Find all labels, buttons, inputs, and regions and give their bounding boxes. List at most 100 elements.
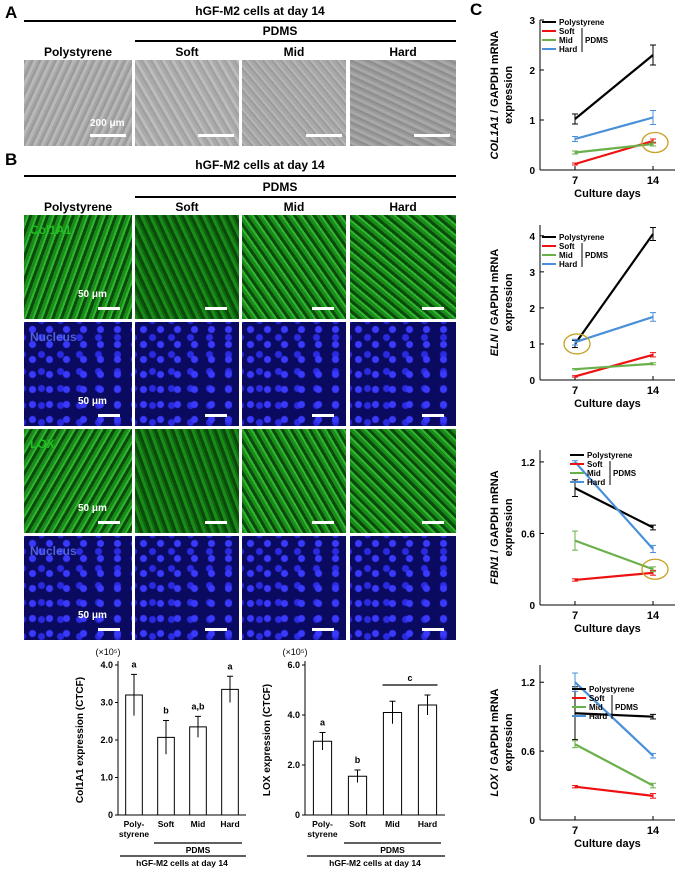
line-x-axis-title: Culture days: [574, 188, 641, 200]
line-y-axis-title: COL1A1 / GAPDH mRNA: [489, 30, 501, 159]
fbn1-mrna-line-chart: 0 0.6 1.2 7 14 Culture days FBN1 / GAPDH mRNA e…: [489, 450, 675, 635]
fluor-image-nucleus-3-3: [350, 536, 456, 640]
bar-0: [312, 740, 333, 816]
line-y-tick-label: 4: [529, 232, 535, 243]
highlight-ring: [641, 131, 669, 154]
line-x-tick-label: 14: [647, 175, 660, 187]
bar-category-label-0: Poly-: [312, 819, 333, 829]
series-line-mid: [574, 539, 654, 571]
fluor-image-col1a1-0-2: [242, 215, 346, 319]
fluor-image-nucleus-3-0: [24, 536, 132, 640]
lox-mrna-line-chart: 0 0.6 1.2 7 14 Culture days LOX / GAPDH mRNA ex…: [489, 665, 675, 850]
bar-category-label-1: Soft: [158, 819, 175, 829]
panel-b-scale-bar: [98, 414, 120, 417]
bar-y-tick-label: 2.0: [100, 735, 113, 745]
fluor-image-nucleus-3-2: [242, 536, 346, 640]
legend-pdms-label: PDMS: [613, 469, 637, 478]
legend-label-soft: Soft: [559, 242, 575, 251]
bar-y-tick-label: 4.0: [100, 660, 113, 670]
line-y-axis-title-2: expression: [503, 498, 515, 556]
line-x-tick-label: 14: [647, 610, 660, 622]
bar-3: [417, 704, 438, 816]
legend-pdms-label: PDMS: [585, 251, 609, 260]
line-x-axis-title: Culture days: [574, 398, 641, 410]
bar-y-tick-label: 6.0: [287, 660, 300, 670]
panel-a-top-rule: [24, 20, 456, 22]
legend-label-soft: Soft: [589, 694, 605, 703]
bar-y-axis-title: LOX expression (CTCF): [262, 684, 273, 796]
panel-a-pdms-label: PDMS: [262, 24, 298, 38]
bar-2: [382, 712, 403, 816]
fluor-image-lox-2-3: [350, 429, 456, 533]
bar-2: [189, 726, 207, 816]
bar-category-label-0: Poly-: [124, 819, 145, 829]
bar-letter-2: a,b: [191, 701, 205, 711]
line-y-tick-label: 3: [529, 268, 535, 279]
panel-b-scale-bar: [205, 521, 227, 524]
line-y-tick-label: 1.2: [521, 458, 535, 469]
panel-b-scale-bar: [422, 628, 444, 631]
col1a1-mrna-line-chart: 0 1 2 3 7 14 Culture days COL1A1 / GAPDH mRNA ex…: [489, 16, 675, 200]
col1a1-bar-chart: (×10⁵) 0 1.0 2.0 3.0 4.0 Col1A1 expression (CT…: [75, 647, 246, 868]
panel-b-top-rule: [24, 175, 456, 177]
panel-b-scale-bar: [422, 521, 444, 524]
phase-image-soft: [135, 60, 239, 146]
bar-letter-1: b: [355, 755, 361, 765]
series-line-hard: [574, 461, 654, 550]
bar-y-tick-label: 2.0: [287, 760, 300, 770]
bar-category-label-3: Hard: [220, 819, 239, 829]
bar-letter-1: b: [163, 706, 169, 716]
panel-b-scale-bar: [422, 414, 444, 417]
fluor-row-label-0: Col1A1: [30, 223, 72, 237]
phase-image-mid: [242, 60, 346, 146]
line-y-tick-label: 0: [529, 166, 535, 177]
legend-label-hard: Hard: [559, 260, 577, 269]
series-line-polystyrene: [574, 712, 654, 718]
panel-b-title: hGF-M2 cells at day 14: [195, 158, 325, 172]
panel-label-b: B: [5, 150, 18, 169]
legend-label-polystyrene: Polystyrene: [559, 18, 605, 27]
bar-category-label-2: Mid: [191, 819, 206, 829]
series-line-hard: [574, 315, 654, 344]
legend-label-polystyrene: Polystyrene: [587, 451, 633, 460]
line-y-axis-title-2: expression: [503, 273, 515, 331]
legend-label-soft: Soft: [587, 460, 603, 469]
fluor-image-lox-2-2: [242, 429, 346, 533]
panel-b-col-hard: Hard: [389, 200, 417, 214]
line-y-tick-label: 2: [529, 66, 535, 77]
panel-b-scale-bar: [98, 628, 120, 631]
legend-pdms-label: PDMS: [585, 36, 609, 45]
panel-b-pdms-rule: [135, 196, 456, 198]
fluor-image-nucleus-1-3: [350, 322, 456, 426]
series-line-polystyrene: [574, 54, 654, 120]
panel-a-col-polystyrene: Polystyrene: [43, 45, 113, 59]
bar-category-label-3: Hard: [418, 819, 437, 829]
legend-label-polystyrene: Polystyrene: [559, 233, 605, 242]
legend-label-hard: Hard: [587, 478, 605, 487]
legend-label-mid: Mid: [559, 251, 573, 260]
line-y-tick-label: 1: [529, 116, 535, 127]
series-line-soft: [574, 571, 654, 582]
line-y-tick-label: 0: [529, 816, 535, 827]
fluor-row-label-3: Nucleus: [30, 544, 77, 558]
panel-a-col-mid: Mid: [283, 45, 305, 59]
series-line-hard: [574, 681, 654, 757]
panel-a-scale-bar-2: [198, 134, 234, 137]
panel-b-scale-bar: [205, 414, 227, 417]
panel-b-scale-bar: [312, 307, 334, 310]
line-y-axis-title: ELN / GAPDH mRNA: [489, 249, 501, 357]
panel-a-scale-bar-4: [414, 134, 450, 137]
bar-3: [221, 688, 239, 816]
line-x-tick-label: 7: [572, 825, 578, 837]
bar-y-axis-title: Col1A1 expression (CTCF): [75, 677, 86, 803]
panel-b-scale-text: 50 μm: [78, 610, 107, 621]
panel-a-scale-text: 200 μm: [90, 118, 125, 129]
panel-b-col-mid: Mid: [283, 200, 305, 214]
panel-b-col-polystyrene: Polystyrene: [43, 200, 113, 214]
fluor-image-nucleus-1-0: [24, 322, 132, 426]
panel-b-scale-bar: [205, 307, 227, 310]
legend-label-mid: Mid: [589, 703, 603, 712]
legend-pdms-label: PDMS: [615, 703, 639, 712]
bar-letter-0: a: [131, 659, 137, 669]
line-y-tick-label: 0: [529, 601, 535, 612]
